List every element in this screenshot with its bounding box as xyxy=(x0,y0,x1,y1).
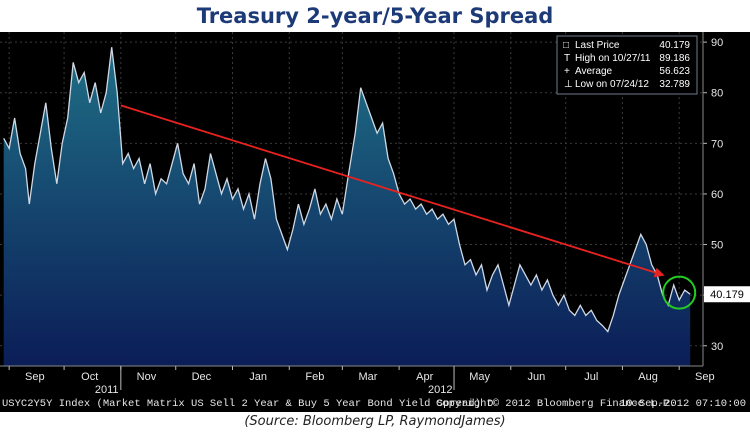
legend-label-high: High on 10/27/11 xyxy=(575,53,651,64)
source-caption: (Source: Bloomberg LP, RaymondJames) xyxy=(244,414,506,429)
annotations xyxy=(120,104,697,310)
legend-value-high: 89.186 xyxy=(659,53,690,64)
x-tick-label: Aug xyxy=(638,371,658,383)
x-year-label: 2011 xyxy=(95,384,119,396)
chart-area: 3040506070809040.179 SepOctNovDecJanFebM… xyxy=(0,32,750,412)
legend-icon-last: □ xyxy=(563,40,569,51)
trend-arrow xyxy=(120,104,665,278)
legend-icon-average: + xyxy=(564,66,570,77)
x-tick-label: Jul xyxy=(584,371,598,383)
last-value-tag xyxy=(704,286,750,303)
legend: □ Last Price 40.179 T High on 10/27/11 8… xyxy=(556,35,698,95)
x-tick-label: Sep xyxy=(695,371,715,383)
last-value-label: 40.179 xyxy=(710,289,744,301)
legend-label-low: Low on 07/24/12 xyxy=(575,79,649,90)
x-tick-label: Jan xyxy=(249,371,267,383)
x-year-label: 2012 xyxy=(428,384,452,396)
chart-title: Treasury 2-year/5-Year Spread xyxy=(196,4,554,28)
y-tick-label: 90 xyxy=(711,37,723,49)
y-tick-label: 50 xyxy=(711,240,723,252)
legend-icon-low: ⊥ xyxy=(564,79,573,90)
x-tick-label: Sep xyxy=(25,371,45,383)
y-tick-label: 30 xyxy=(711,341,723,353)
highlight-circle xyxy=(662,275,697,310)
x-tick-label: Feb xyxy=(305,371,324,383)
x-tick-label: Nov xyxy=(137,371,157,383)
legend-label-average: Average xyxy=(575,66,613,77)
y-axis: 3040506070809040.179 xyxy=(702,32,750,366)
x-tick-label: Dec xyxy=(192,371,212,383)
spread-line xyxy=(3,47,691,333)
legend-value-average: 56.623 xyxy=(659,66,690,77)
x-axis: Sep Oct Nov Dec Jan Feb Mar Apr May Jun Jul Aug Sep 2… xyxy=(0,365,715,396)
legend-value-low: 32.789 xyxy=(659,79,690,90)
price-chart: 3040506070809040.179 SepOctNovDecJanFebM… xyxy=(0,32,750,412)
x-tick-label: Jun xyxy=(528,371,546,383)
footer-timestamp: 10-Sep-2012 07:10:00 xyxy=(620,398,746,410)
x-tick-label: May xyxy=(469,371,490,383)
x-tick-label: Oct xyxy=(81,371,98,383)
legend-value-last: 40.179 xyxy=(659,40,690,51)
spread-area xyxy=(3,47,691,366)
footer-copyright: Copyright© 2012 Bloomberg Finance L.P. xyxy=(436,398,675,410)
legend-icon-high: T xyxy=(564,53,570,64)
y-tick-label: 80 xyxy=(711,88,723,100)
y-tick-label: 60 xyxy=(711,189,723,201)
y-tick-label: 70 xyxy=(711,138,723,150)
x-tick-label: Apr xyxy=(416,371,433,383)
footer-index: USYC2Y5Y Index (Market Matrix US Sell 2 … xyxy=(2,398,493,410)
legend-label-last: Last Price xyxy=(575,40,620,51)
x-tick-label: Mar xyxy=(359,371,378,383)
